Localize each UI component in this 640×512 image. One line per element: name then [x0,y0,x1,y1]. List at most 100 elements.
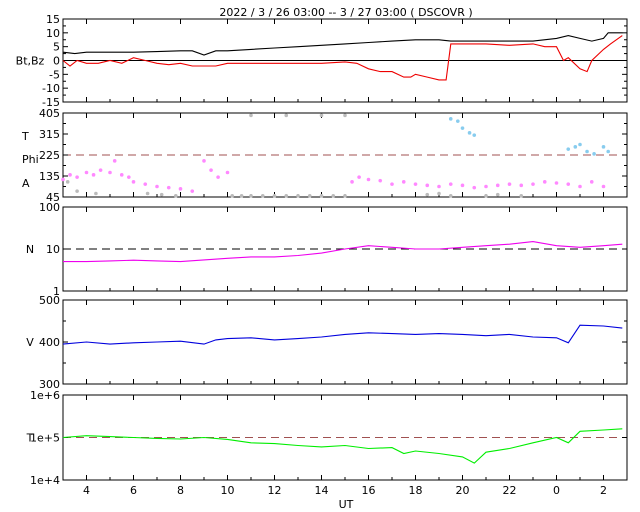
data-point [378,178,383,183]
data-point [460,126,465,130]
x-tick-label: 20 [456,484,470,497]
data-point [437,184,441,189]
x-tick-label: 10 [221,484,235,497]
panels: -15-10-5051015Bt,Bz45135225315405TPhiA11… [16,13,628,497]
y-tick-label: 315 [39,128,60,141]
y-tick-label: -10 [42,82,60,95]
data-point [131,180,136,184]
data-point [98,168,103,172]
data-point [448,117,453,121]
data-point [145,191,150,196]
series-speed [62,324,623,345]
x-tick-label: 8 [177,484,184,497]
data-point [216,175,220,179]
x-tick-label: 0 [553,484,560,497]
y-tick-label: 0 [53,55,60,68]
x-axis-label: UT [339,498,354,511]
y-tick-label: 1 [53,285,60,298]
series-bt [62,32,623,56]
y-tick-label: 1e+4 [30,474,60,487]
data-point [519,183,524,188]
series-temperature [62,428,623,464]
y-tick-label: 1e+6 [30,389,60,402]
data-point [519,194,524,198]
data-point [542,180,547,184]
data-point [448,182,453,186]
data-point [249,194,253,198]
data-point [307,194,312,198]
y-tick-label: -5 [49,68,60,81]
data-point [467,131,472,135]
y-axis-label: A [22,177,30,190]
series-phi_blue [448,117,610,156]
x-tick-label: 6 [130,484,137,497]
panel-phi-angle: 45 135 225 315 405 T Phi A [21,107,628,204]
data-point [350,180,354,184]
data-point [578,184,582,189]
data-point [296,194,300,198]
data-point [225,170,230,175]
panel-speed: 300 400 500 V [26,294,628,391]
data-point [209,168,213,172]
data-point [260,194,265,198]
y-tick-label: 405 [39,107,60,120]
y-tick-label: 100 [39,201,60,214]
data-point [108,170,112,175]
y-tick-label: 10 [46,243,60,256]
data-point [61,177,65,182]
data-point [230,194,234,198]
data-point [601,145,606,149]
series-phi_gsm [61,159,606,193]
y-tick-label: 45 [46,191,60,204]
y-tick-label: 15 [46,13,60,26]
data-point [202,159,206,163]
data-point [425,192,430,197]
data-point [343,113,347,118]
data-point [166,185,171,190]
y-axis-label: N [26,243,34,256]
panel-temperature: 1e+4 1e+5 1e+6 T [26,389,628,487]
data-point [319,113,324,118]
data-point [495,183,500,188]
data-point [331,194,336,198]
data-point [589,180,594,184]
x-tick-label: 12 [268,484,282,497]
x-tick-label: 18 [409,484,423,497]
data-point [531,182,535,186]
data-point [566,182,571,186]
y-tick-label: 500 [39,294,60,307]
data-point [578,142,582,147]
panel-density: 1 10 100 N [26,201,628,298]
y-tick-label: 1e+5 [30,432,60,445]
data-point [75,175,79,179]
x-tick-label: 2 [600,484,607,497]
data-point [155,184,159,189]
data-point [401,180,406,184]
data-point [507,182,512,186]
data-point [472,133,477,137]
data-point [585,149,589,154]
y-tick-label: 135 [39,170,60,183]
data-point [190,189,195,193]
y-axis-label: T [21,130,29,143]
data-point [284,113,289,118]
data-point [239,194,244,198]
data-point [472,185,477,190]
data-point [84,170,89,175]
data-point [68,173,72,177]
data-point [495,192,500,197]
data-point [178,187,183,191]
data-point [460,183,465,188]
data-point [448,194,453,198]
data-point [65,180,70,184]
data-point [319,194,324,198]
data-point [592,152,596,156]
y-axis-label: V [26,336,34,349]
data-point [566,147,571,151]
data-point [143,182,148,186]
data-point [357,175,361,179]
data-point [554,181,559,185]
x-tick-label: 22 [503,484,517,497]
